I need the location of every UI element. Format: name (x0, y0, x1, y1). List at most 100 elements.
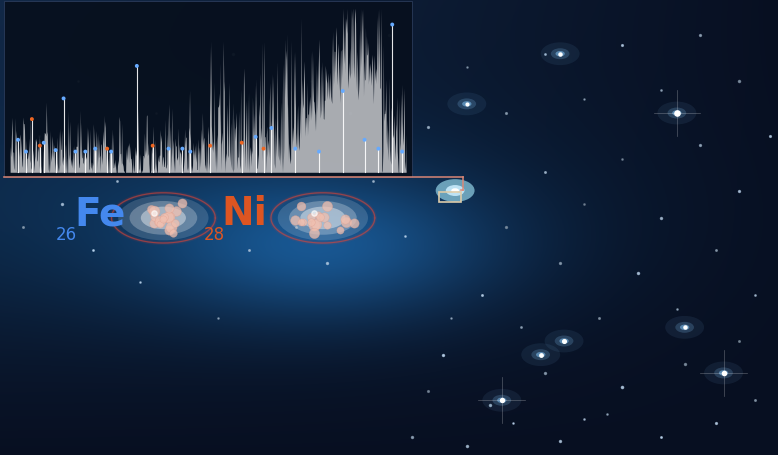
Point (295, 218, 307, 226)
Point (558, 338, 570, 345)
Point (694, 33, 706, 40)
Circle shape (672, 111, 682, 116)
Point (554, 51, 566, 58)
Point (145, 206, 157, 213)
Point (296, 218, 309, 226)
Text: Fe: Fe (74, 195, 125, 233)
Point (165, 224, 177, 231)
Point (156, 216, 169, 223)
Point (694, 142, 706, 149)
Point (307, 222, 320, 229)
Point (12, 137, 24, 144)
Point (313, 149, 325, 156)
Point (212, 315, 224, 322)
Circle shape (457, 99, 476, 110)
Point (250, 134, 262, 141)
Circle shape (559, 339, 569, 344)
Point (655, 433, 668, 440)
Point (58, 96, 70, 103)
Point (616, 42, 629, 49)
Point (678, 360, 691, 368)
Point (163, 214, 175, 222)
Circle shape (657, 102, 696, 125)
Circle shape (492, 395, 511, 406)
Point (227, 51, 240, 58)
Point (305, 78, 317, 86)
Point (289, 217, 301, 224)
Point (134, 278, 146, 286)
Point (243, 247, 255, 254)
Point (678, 324, 691, 331)
Ellipse shape (141, 207, 186, 230)
Point (149, 110, 162, 117)
Point (538, 369, 551, 377)
Point (499, 110, 512, 117)
Point (710, 247, 722, 254)
Circle shape (719, 370, 728, 376)
Point (289, 224, 302, 231)
Circle shape (462, 102, 471, 107)
Point (461, 65, 473, 72)
Point (110, 178, 123, 186)
Circle shape (545, 330, 584, 353)
Point (445, 315, 457, 322)
Point (312, 212, 324, 219)
Point (33, 143, 46, 150)
Ellipse shape (289, 202, 356, 235)
Point (616, 383, 629, 390)
Point (148, 214, 160, 221)
Circle shape (446, 186, 464, 197)
Point (554, 438, 566, 445)
Point (577, 201, 590, 208)
Point (396, 149, 408, 156)
Point (534, 351, 547, 359)
Point (461, 442, 473, 450)
Point (321, 260, 333, 268)
Point (484, 401, 496, 409)
Point (19, 149, 32, 156)
Point (710, 420, 722, 427)
Point (601, 410, 613, 418)
Point (152, 219, 165, 226)
Point (671, 306, 683, 313)
Point (398, 233, 411, 240)
Point (148, 208, 160, 215)
Point (146, 143, 159, 150)
Point (577, 96, 590, 104)
Point (33, 133, 45, 140)
Point (101, 146, 114, 153)
Bar (439, 193, 461, 203)
Point (499, 224, 512, 231)
Point (733, 187, 745, 195)
Point (337, 88, 349, 96)
Point (69, 149, 82, 156)
Point (733, 338, 745, 345)
Point (265, 125, 278, 132)
Circle shape (555, 336, 573, 347)
Point (169, 219, 181, 227)
Point (131, 63, 143, 71)
Point (340, 219, 352, 227)
Point (105, 149, 117, 156)
Point (72, 78, 84, 86)
Point (538, 169, 551, 177)
Point (748, 397, 761, 404)
Point (184, 149, 197, 156)
Point (167, 230, 180, 237)
Point (554, 260, 566, 268)
Point (461, 101, 473, 108)
Point (655, 87, 668, 95)
Point (507, 420, 520, 427)
Circle shape (541, 43, 580, 66)
Point (383, 33, 395, 40)
Point (176, 200, 188, 207)
Circle shape (668, 108, 686, 119)
Point (308, 230, 321, 237)
Point (437, 351, 450, 359)
Point (163, 205, 175, 212)
Circle shape (714, 368, 733, 379)
Point (476, 292, 489, 299)
Circle shape (555, 52, 565, 57)
Point (338, 216, 351, 223)
Point (344, 110, 356, 117)
